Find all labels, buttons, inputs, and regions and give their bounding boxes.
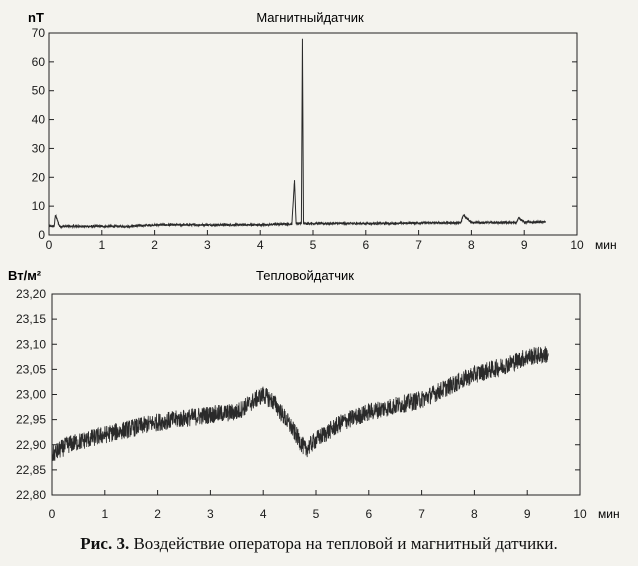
magnetic-ylabel: nT — [28, 10, 44, 25]
x-tick-label: 5 — [313, 507, 320, 521]
y-tick-label: 22,80 — [16, 488, 46, 502]
caption-label: Рис. 3. — [80, 534, 130, 553]
x-tick-label: 6 — [365, 507, 372, 521]
x-tick-label: 9 — [524, 507, 531, 521]
heat-xlabel: мин — [598, 507, 620, 521]
x-tick-label: 8 — [471, 507, 478, 521]
y-tick-label: 60 — [32, 55, 46, 69]
magnetic-y-ticks: 0 10 20 30 40 50 60 70 — [32, 26, 577, 242]
heat-x-ticks: 0 1 2 3 4 5 6 7 8 9 10 — [49, 490, 587, 521]
heat-title: Тепловойдатчик — [256, 268, 354, 283]
y-tick-label: 0 — [38, 228, 45, 242]
heat-chart: Вт/м² Тепловойдатчик 22,80 22,85 22,90 22,9… — [8, 268, 620, 521]
magnetic-xlabel: мин — [595, 238, 617, 252]
x-tick-label: 1 — [101, 507, 108, 521]
y-tick-label: 23,15 — [16, 312, 46, 326]
x-tick-label: 3 — [207, 507, 214, 521]
y-tick-label: 50 — [32, 84, 46, 98]
y-tick-label: 23,05 — [16, 362, 46, 376]
y-tick-label: 70 — [32, 26, 46, 40]
x-tick-label: 9 — [521, 238, 528, 252]
x-tick-label: 4 — [257, 238, 264, 252]
y-tick-label: 20 — [32, 170, 46, 184]
x-tick-label: 0 — [46, 238, 53, 252]
x-tick-label: 3 — [204, 238, 211, 252]
magnetic-chart: nT Магнитныйдатчик 0 10 20 30 40 50 60 70 0 1 2 3 4… — [28, 10, 617, 252]
x-tick-label: 2 — [151, 238, 158, 252]
heat-series-line — [51, 346, 549, 461]
heat-ylabel: Вт/м² — [8, 268, 42, 283]
x-tick-label: 0 — [49, 507, 56, 521]
caption-text: Воздействие оператора на тепловой и магн… — [133, 534, 558, 553]
heat-plot-frame — [51, 293, 581, 496]
x-tick-label: 7 — [418, 507, 425, 521]
x-tick-label: 10 — [570, 238, 584, 252]
y-tick-label: 23,10 — [16, 337, 46, 351]
y-tick-label: 22,85 — [16, 463, 46, 477]
y-tick-label: 10 — [32, 199, 46, 213]
y-tick-label: 22,95 — [16, 413, 46, 427]
y-tick-label: 22,90 — [16, 438, 46, 452]
x-tick-label: 7 — [415, 238, 422, 252]
y-tick-label: 23,20 — [16, 287, 46, 301]
figure-caption: Рис. 3. Воздействие оператора на теплово… — [0, 534, 638, 554]
x-tick-label: 4 — [260, 507, 267, 521]
magnetic-series-line — [48, 38, 546, 230]
heat-y-ticks: 22,80 22,85 22,90 22,95 23,00 23,05 23,10 23,15… — [16, 287, 580, 502]
y-tick-label: 40 — [32, 113, 46, 127]
y-tick-label: 23,00 — [16, 388, 46, 402]
y-tick-label: 30 — [32, 141, 46, 155]
magnetic-plot-frame — [48, 32, 578, 236]
x-tick-label: 1 — [98, 238, 105, 252]
x-tick-label: 5 — [310, 238, 317, 252]
x-tick-label: 8 — [468, 238, 475, 252]
x-tick-label: 6 — [362, 238, 369, 252]
x-tick-label: 10 — [573, 507, 587, 521]
x-tick-label: 2 — [154, 507, 161, 521]
magnetic-title: Магнитныйдатчик — [256, 10, 364, 25]
magnetic-x-ticks: 0 1 2 3 4 5 6 7 8 9 10 — [46, 230, 584, 252]
